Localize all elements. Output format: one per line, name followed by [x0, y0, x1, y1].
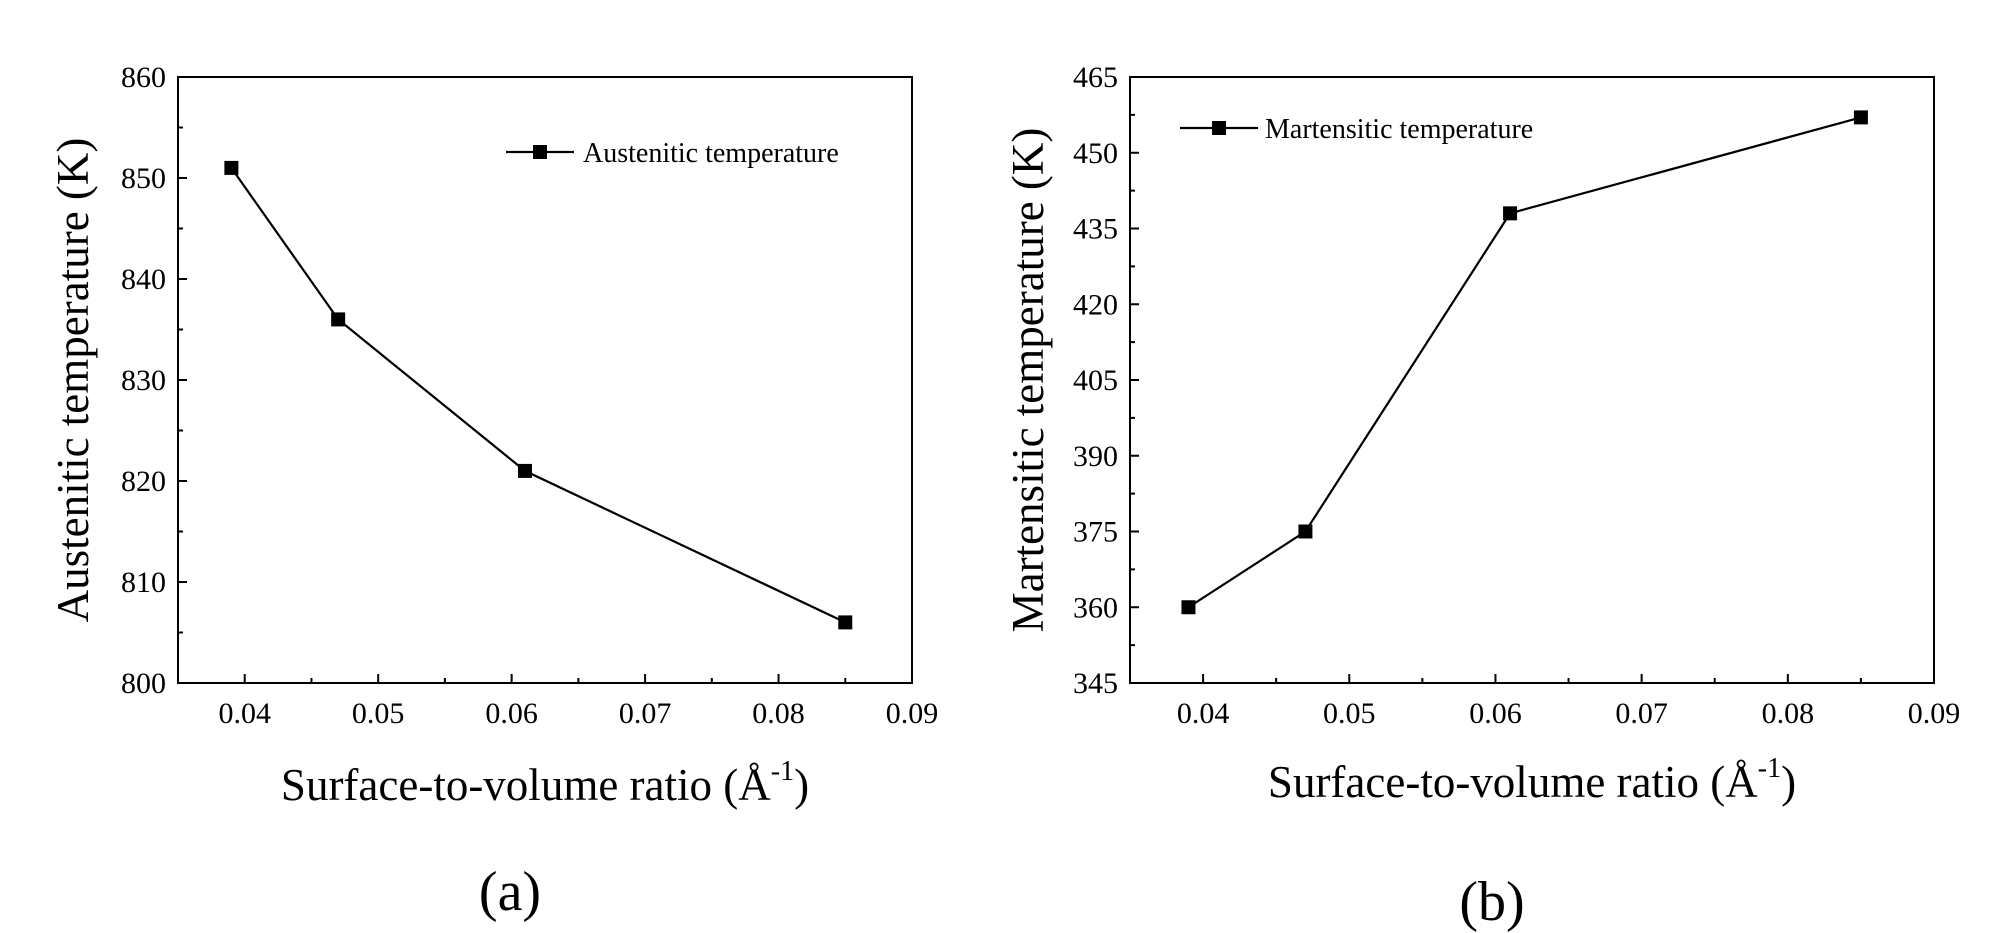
y-tick-label: 840 [121, 263, 166, 296]
series-line [1187, 116, 1862, 609]
y-tick-label: 390 [1073, 440, 1118, 473]
legend-marker [1212, 121, 1226, 135]
x-axis-title: Surface-to-volume ratio (Å-1) [1268, 753, 1796, 807]
x-tick-label: 0.09 [1908, 697, 1961, 730]
data-point-marker [1503, 206, 1518, 221]
data-point-marker [1181, 600, 1196, 615]
x-tick-label: 0.05 [1323, 697, 1376, 730]
panel-label: (a) [479, 861, 541, 923]
data-point-marker [224, 160, 239, 175]
chart-panel-b: 345 360 375 390 405 420 435 450 465 0.04 0.05 0.06 0… [1003, 61, 1960, 933]
x-axis-title: Surface-to-volume ratio (Å-1) [281, 756, 809, 810]
x-tick-label: 0.08 [752, 697, 805, 730]
data-point-marker [1298, 524, 1313, 539]
y-tick-label: 375 [1073, 516, 1118, 549]
x-tick-label: 0.09 [886, 697, 939, 730]
data-point-marker [838, 615, 853, 630]
series-line [230, 167, 846, 624]
legend-marker [533, 145, 547, 159]
y-axis-title: Martensitic temperature (K) [1003, 128, 1053, 633]
data-point-marker [517, 463, 532, 478]
y-tick-label: 820 [121, 465, 166, 498]
plot-frame [1129, 76, 1935, 684]
y-tick-label: 850 [121, 162, 166, 195]
y-tick-label: 435 [1073, 213, 1118, 246]
x-tick-label: 0.07 [619, 697, 672, 730]
x-tick-label: 0.04 [1177, 697, 1230, 730]
y-tick-label: 860 [121, 61, 166, 94]
data-point-marker [331, 312, 346, 327]
x-tick-label: 0.08 [1762, 697, 1815, 730]
x-tick-label: 0.06 [1469, 697, 1522, 730]
y-tick-label: 465 [1073, 61, 1118, 94]
y-tick-label: 810 [121, 566, 166, 599]
x-tick-label: 0.05 [352, 697, 405, 730]
y-tick-label: 830 [121, 364, 166, 397]
panel-label: (b) [1459, 871, 1524, 933]
legend-label: Austenitic temperature [583, 138, 839, 169]
x-tick-label: 0.07 [1615, 697, 1668, 730]
y-tick-label: 450 [1073, 137, 1118, 170]
y-tick-label: 420 [1073, 288, 1118, 321]
y-tick-label: 360 [1073, 591, 1118, 624]
x-tick-label: 0.06 [485, 697, 538, 730]
chart-panel-a: 800 810 820 830 840 850 860 0.04 0.05 0.06 0.07 0.0… [48, 61, 938, 923]
x-tick-label: 0.04 [218, 697, 271, 730]
y-tick-label: 800 [121, 667, 166, 700]
legend-label: Martensitic temperature [1265, 114, 1533, 145]
y-tick-label: 345 [1073, 667, 1118, 700]
y-tick-label: 405 [1073, 364, 1118, 397]
y-axis-title: Austenitic temperature (K) [48, 138, 98, 623]
data-point-marker [1853, 110, 1868, 125]
